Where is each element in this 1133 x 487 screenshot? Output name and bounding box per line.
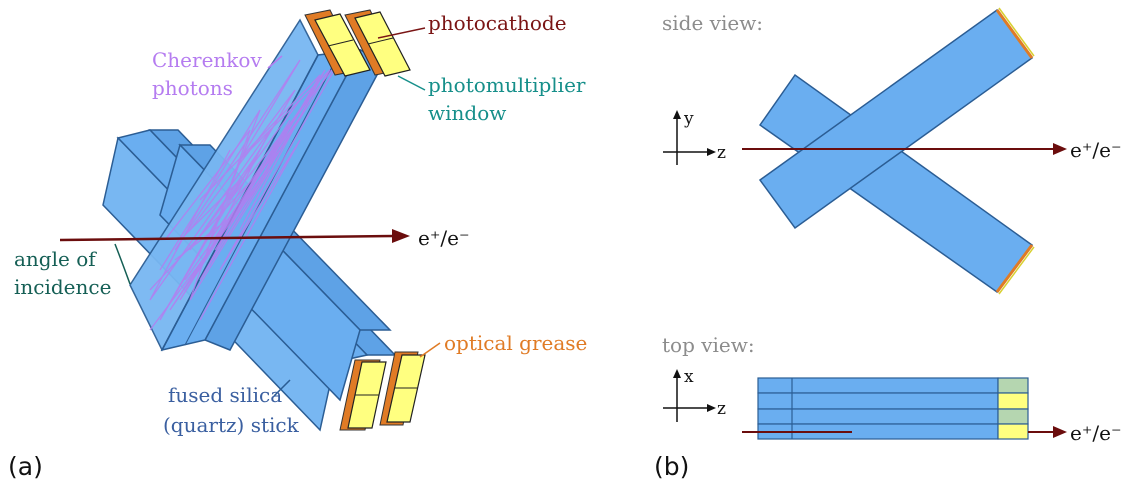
- pmt-window-label-line1: photomultiplier: [428, 73, 586, 97]
- panel-b-projections: side view: y z e⁺/e⁻ top view:: [654, 7, 1122, 481]
- beam-arrow-a: [59, 229, 410, 243]
- grease-leader: [419, 342, 441, 358]
- beam-label-side: e⁺/e⁻: [1070, 138, 1122, 162]
- side-view-sticks: [758, 7, 1035, 295]
- pmt-top-pair: [304, 9, 411, 77]
- beam-arrow-side: [742, 143, 1067, 155]
- angle-of-incidence-arc: [114, 243, 131, 285]
- panel-b-tag: (b): [654, 452, 689, 481]
- beam-label-top: e⁺/e⁻: [1070, 421, 1122, 445]
- pmt-window-label-line2: window: [428, 101, 506, 125]
- angle-label-line1: angle of: [14, 247, 97, 271]
- stick-label-line2: (quartz) stick: [163, 413, 300, 437]
- panel-a-tag: (a): [8, 452, 43, 481]
- top-axis-x-label: x: [684, 367, 694, 387]
- cherenkov-label-line2: photons: [152, 76, 233, 100]
- cherenkov-leader: [267, 55, 283, 69]
- top-view-sticks: [757, 377, 1029, 440]
- panel-a-3d-view: photocathode photomultiplier window Cher…: [8, 9, 587, 481]
- photocathode-leader: [377, 27, 426, 39]
- side-view-axes: [663, 110, 716, 165]
- angle-label-line2: incidence: [14, 275, 111, 299]
- grease-label: optical grease: [444, 331, 587, 355]
- upper-stick-pair: [129, 18, 387, 352]
- beam-label-a: e⁺/e⁻: [418, 226, 470, 250]
- beam-arrow-top: [742, 426, 1067, 438]
- side-axis-z-label: z: [717, 143, 726, 163]
- side-axis-y-label: y: [683, 109, 694, 129]
- top-axis-z-label: z: [717, 399, 726, 419]
- side-view-title: side view:: [662, 11, 763, 35]
- top-view-axes: [663, 369, 716, 422]
- cherenkov-label-line1: Cherenkov: [152, 48, 262, 72]
- cherenkov-photons: [149, 59, 341, 331]
- top-view-title: top view:: [662, 333, 755, 357]
- stick-leader: [273, 379, 291, 397]
- photocathode-label: photocathode: [428, 11, 567, 35]
- pmt-window-leader: [397, 75, 426, 91]
- stick-label-line1: fused silica: [168, 383, 282, 407]
- pmt-bottom-pair: [339, 351, 426, 431]
